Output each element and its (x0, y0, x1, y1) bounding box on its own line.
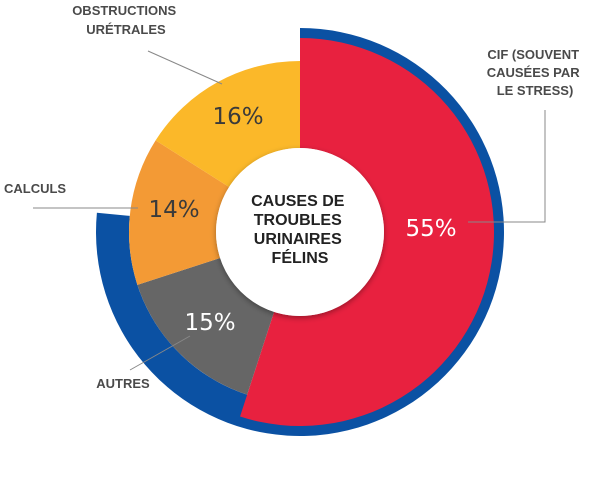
title-line-3: URINAIRES (254, 231, 342, 248)
slice-label-autres-line-1: AUTRES (96, 376, 150, 391)
title-line-4: FÉLINS (272, 248, 329, 267)
slice-cif (240, 38, 494, 427)
slice-label-calculs-line-1: CALCULS (4, 181, 66, 196)
slice-label-autres: AUTRES (96, 376, 150, 391)
slice-obstructions (155, 61, 300, 187)
slice-label-obstructions-line-1: OBSTRUCTIONS (72, 3, 176, 18)
slice-label-obstructions-line-2: URÉTRALES (86, 22, 166, 37)
slice-calculs (129, 140, 230, 285)
slice-label-calculs: CALCULS (4, 181, 66, 196)
slice-label-cif: CIF (SOUVENT CAUSÉES PAR LE STRESS) (487, 47, 584, 98)
leader-line-obstructions (147, 50, 223, 85)
slice-label-obstructions: OBSTRUCTIONS URÉTRALES (72, 3, 180, 37)
leader-line-cif (468, 110, 546, 223)
slice-label-cif-line-1: CIF (SOUVENT (487, 47, 579, 62)
value-label-cif: 55% (405, 216, 456, 242)
value-label-obstructions: 16% (212, 104, 263, 130)
slice-label-cif-line-3: LE STRESS) (497, 83, 574, 98)
title-line-1: CAUSES DE (251, 193, 345, 210)
slice-autres (137, 257, 275, 395)
chart-title: CAUSES DE TROUBLES URINAIRES FÉLINS (251, 193, 349, 267)
leader-line-autres (129, 335, 191, 371)
slice-label-cif-line-2: CAUSÉES PAR (487, 65, 581, 80)
slices (129, 38, 494, 427)
title-line-2: TROUBLES (254, 212, 342, 229)
center-hole (216, 148, 384, 316)
value-label-autres: 15% (184, 310, 235, 336)
value-label-calculs: 14% (148, 197, 199, 223)
